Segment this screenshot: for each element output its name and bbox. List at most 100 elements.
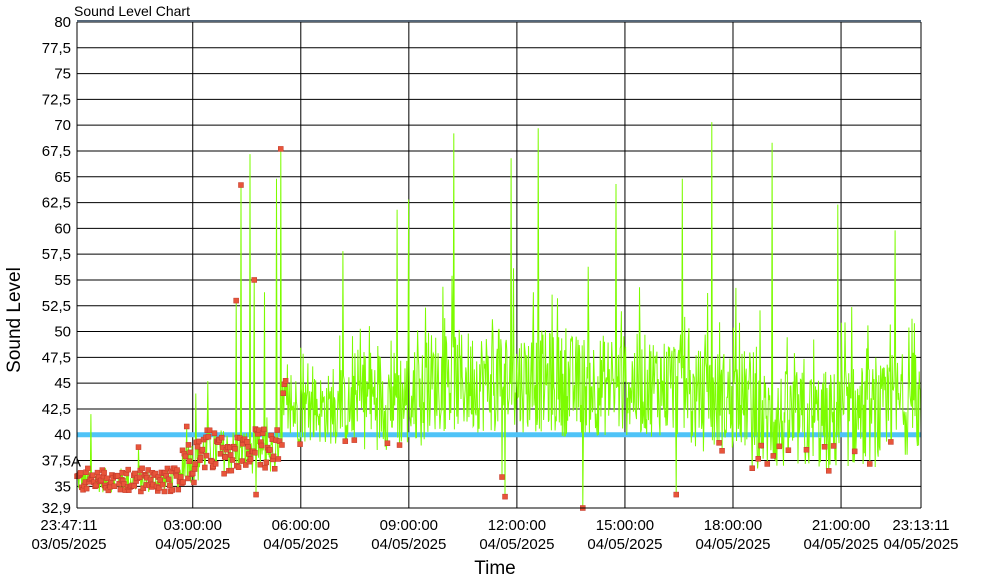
x-tick-date: 04/05/2025 (371, 536, 446, 553)
data-marker (719, 448, 725, 454)
y-tick-label: 77,5 (42, 40, 71, 57)
data-marker (244, 439, 250, 445)
y-tick-label: 60 (54, 220, 71, 237)
data-marker (262, 465, 268, 471)
data-marker (239, 458, 245, 464)
y-tick-label: 45 (54, 375, 71, 392)
data-marker (278, 146, 284, 152)
data-marker (199, 446, 206, 453)
data-marker (257, 461, 264, 468)
data-marker (342, 438, 349, 444)
data-marker (803, 447, 810, 453)
x-tick-date: 04/05/2025 (587, 536, 662, 553)
data-marker (115, 473, 121, 479)
data-marker (180, 479, 186, 485)
y-tick-label: 37,5 (42, 453, 71, 470)
data-marker (152, 470, 159, 477)
data-marker (785, 447, 792, 453)
y-tick-label: 72,5 (42, 91, 71, 108)
data-marker (132, 470, 138, 477)
data-marker (280, 390, 286, 396)
data-marker (235, 464, 242, 470)
data-marker (135, 444, 142, 450)
data-marker (182, 453, 189, 460)
data-marker (211, 430, 218, 436)
data-marker (206, 427, 213, 434)
data-marker (888, 439, 894, 445)
chart-title: Sound Level Chart (74, 3, 190, 19)
data-marker (755, 456, 761, 462)
data-marker (270, 453, 277, 460)
x-tick-date: 04/05/2025 (883, 536, 958, 553)
data-marker (205, 433, 212, 440)
x-tick-time: 18:00:00 (704, 517, 762, 534)
y-tick-label: 50 (54, 324, 71, 341)
data-marker (243, 462, 249, 468)
data-marker (222, 454, 229, 460)
data-marker (764, 461, 771, 467)
data-marker (252, 449, 258, 456)
data-marker (351, 437, 358, 443)
y-tick-label: 65 (54, 169, 71, 186)
data-marker (104, 475, 110, 482)
data-marker (221, 470, 227, 477)
data-marker (282, 378, 289, 384)
data-marker (191, 466, 198, 472)
data-marker (263, 459, 270, 466)
data-marker (101, 469, 107, 476)
data-marker (136, 474, 143, 481)
data-marker (186, 458, 192, 465)
data-marker (826, 468, 832, 474)
data-marker (174, 467, 180, 473)
data-marker (716, 440, 722, 446)
data-marker (191, 479, 197, 486)
data-marker (93, 482, 100, 489)
annotation-marker: A (71, 454, 81, 471)
data-marker (125, 466, 131, 473)
x-tick-date: 04/05/2025 (695, 536, 770, 553)
data-marker (161, 488, 168, 495)
series-markers (74, 146, 894, 511)
data-marker (258, 442, 265, 449)
data-marker (830, 443, 837, 449)
data-marker (749, 465, 755, 471)
data-marker (131, 483, 138, 489)
data-marker (139, 465, 145, 472)
y-tick-label: 32,9 (42, 500, 71, 517)
data-marker (196, 438, 202, 445)
x-tick-time: 21:00:00 (812, 517, 870, 534)
y-tick-label: 47,5 (42, 349, 71, 366)
y-tick-label: 35 (54, 478, 71, 495)
data-marker (297, 441, 303, 447)
x-tick-date: 04/05/2025 (263, 536, 338, 553)
data-marker (261, 426, 267, 433)
data-marker (770, 453, 777, 459)
data-marker (85, 465, 91, 472)
data-marker (164, 465, 171, 472)
data-marker (851, 448, 858, 455)
data-marker (232, 446, 238, 452)
data-marker (121, 481, 127, 487)
data-marker (117, 486, 124, 493)
data-marker (175, 486, 182, 493)
data-marker (384, 440, 391, 446)
y-tick-label: 40 (54, 427, 71, 444)
data-marker (776, 443, 783, 450)
x-tick-date: 04/05/2025 (804, 536, 879, 553)
x-tick-time: 03:00:00 (164, 517, 222, 534)
x-tick-time: 15:00:00 (596, 517, 654, 534)
data-marker (177, 474, 184, 480)
data-marker (673, 491, 679, 498)
data-marker (203, 452, 210, 459)
data-marker (212, 461, 219, 467)
y-tick-label: 67,5 (42, 143, 71, 160)
data-marker (218, 434, 225, 441)
y-tick-label: 57,5 (42, 246, 71, 263)
data-marker (275, 456, 282, 462)
data-marker (247, 456, 254, 462)
y-tick-label: 55 (54, 272, 71, 289)
data-marker (867, 461, 873, 467)
x-tick-date: 03/05/2025 (31, 536, 106, 553)
data-marker (197, 454, 204, 461)
